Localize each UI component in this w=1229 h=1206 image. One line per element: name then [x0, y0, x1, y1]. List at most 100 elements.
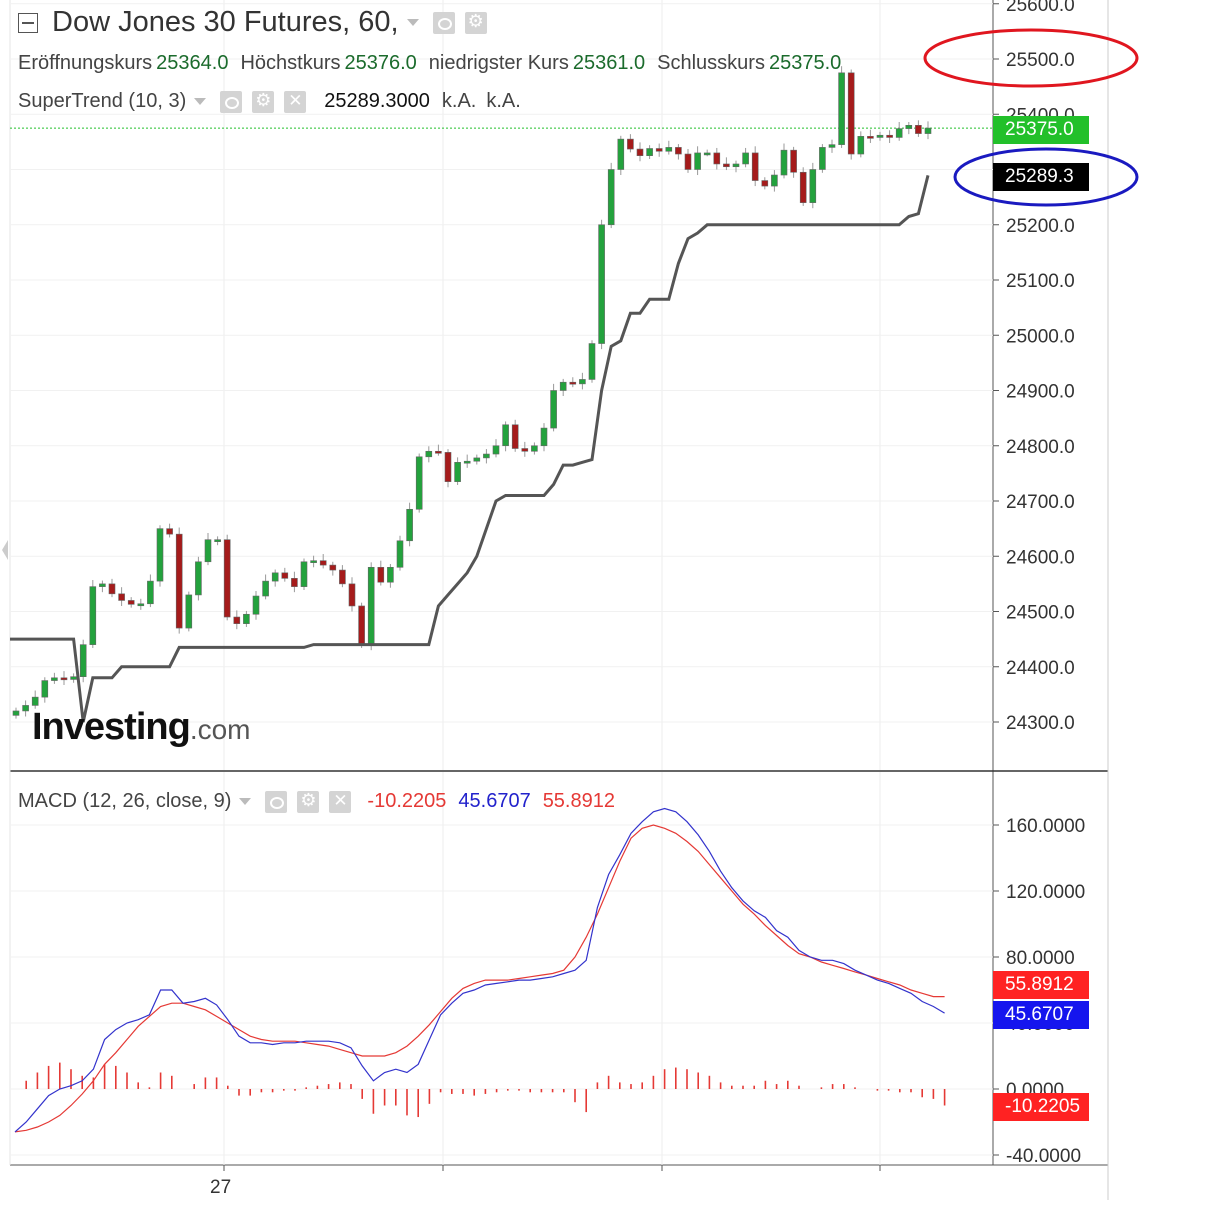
chevron-down-icon[interactable] — [194, 98, 207, 105]
ohlc-legend: Eröffnungskurs 25364.0 Höchstkurs 25376.… — [18, 52, 853, 75]
annotation-ellipse-blue — [953, 147, 1139, 207]
candle — [89, 586, 97, 645]
candle — [540, 427, 548, 447]
candle — [607, 169, 615, 226]
price-tag: 25375.0 — [993, 116, 1089, 144]
close-icon[interactable] — [284, 90, 307, 113]
candle — [569, 381, 577, 385]
supertrend-tag: 25289.3 — [993, 163, 1089, 191]
close-icon[interactable] — [329, 790, 352, 813]
candle — [905, 125, 913, 129]
candle — [127, 600, 135, 605]
macd-tick-label: 80.0000 — [1006, 948, 1075, 969]
candle — [223, 539, 231, 618]
candle — [175, 533, 183, 629]
candle — [108, 583, 116, 595]
candle — [646, 148, 653, 156]
candle — [435, 450, 442, 454]
candle — [156, 528, 164, 582]
candle — [204, 539, 212, 563]
macd-tag: 45.6707 — [993, 1001, 1089, 1029]
price-tick-label: 24300.0 — [1006, 713, 1075, 734]
open-label: Eröffnungskurs — [18, 52, 153, 74]
price-tick-label: 25600.0 — [1006, 0, 1075, 16]
candle — [559, 381, 567, 391]
macd-signal-value: 55.8912 — [542, 790, 615, 812]
candle — [147, 580, 154, 605]
chevron-down-icon[interactable] — [239, 798, 252, 805]
candle — [291, 578, 298, 587]
candle — [358, 605, 365, 645]
gear-icon[interactable] — [252, 90, 275, 113]
candle — [732, 163, 740, 168]
signal-tag: 55.8912 — [993, 971, 1089, 999]
candle — [252, 595, 260, 615]
high-label: Höchstkurs — [240, 52, 341, 74]
low-value: 25361.0 — [572, 52, 646, 74]
time-tick-label: 27 — [210, 1177, 231, 1198]
candle — [99, 583, 106, 587]
investing-logo: Investing.com — [32, 706, 251, 749]
chevron-down-icon[interactable] — [406, 19, 419, 26]
candle — [271, 572, 279, 582]
price-tick-label: 25500.0 — [1006, 50, 1075, 71]
supertrend-label: SuperTrend (10, 3) — [18, 90, 187, 112]
annotation-ellipse-red — [923, 28, 1139, 88]
candle — [675, 147, 682, 155]
candle — [847, 72, 855, 155]
gear-icon[interactable] — [464, 11, 487, 34]
candle — [761, 180, 769, 187]
candle — [876, 134, 884, 138]
close-label: Schlusskurs — [657, 52, 765, 74]
visibility-icon[interactable] — [220, 90, 243, 113]
candle — [799, 171, 807, 203]
collapse-icon[interactable] — [18, 12, 38, 33]
candle — [233, 616, 241, 624]
price-tick-label: 24900.0 — [1006, 382, 1075, 403]
candle — [300, 561, 308, 587]
candle — [550, 390, 557, 429]
candle — [809, 169, 817, 203]
candle — [636, 148, 644, 156]
candle — [723, 163, 730, 168]
candle — [51, 677, 58, 681]
candle — [329, 564, 337, 571]
candle — [70, 676, 77, 680]
candle — [588, 343, 596, 380]
price-tick-label: 24700.0 — [1006, 492, 1075, 513]
candle — [31, 696, 39, 706]
candle — [751, 152, 759, 181]
logo-suffix: .com — [189, 714, 251, 745]
candle — [579, 379, 586, 385]
logo-brand: Investing — [32, 706, 191, 748]
left-scroll-handle-icon — [2, 540, 8, 560]
candle — [454, 462, 461, 482]
candle — [60, 677, 68, 681]
price-tick-label: 25000.0 — [1006, 326, 1075, 347]
candle — [195, 561, 202, 596]
candle — [377, 566, 385, 583]
gear-icon[interactable] — [297, 790, 320, 813]
candle — [348, 583, 356, 607]
supertrend-na-2: k.A. — [486, 90, 521, 112]
macd-line-value: 45.6707 — [458, 790, 531, 812]
candle — [617, 138, 625, 170]
candle — [425, 450, 433, 458]
macd-tick-label: -40.0000 — [1006, 1146, 1081, 1167]
supertrend-line — [9, 175, 930, 723]
candle — [396, 540, 404, 568]
candle — [828, 144, 836, 148]
supertrend-na-1: k.A. — [441, 90, 477, 112]
candle — [118, 593, 125, 601]
candle — [166, 528, 173, 535]
candle — [790, 149, 797, 173]
visibility-icon[interactable] — [432, 11, 455, 34]
visibility-icon[interactable] — [265, 790, 288, 813]
candle — [713, 152, 721, 165]
candle — [319, 560, 327, 566]
candle — [886, 134, 893, 138]
candle — [511, 424, 519, 449]
candle — [684, 153, 692, 170]
candle — [531, 445, 538, 452]
